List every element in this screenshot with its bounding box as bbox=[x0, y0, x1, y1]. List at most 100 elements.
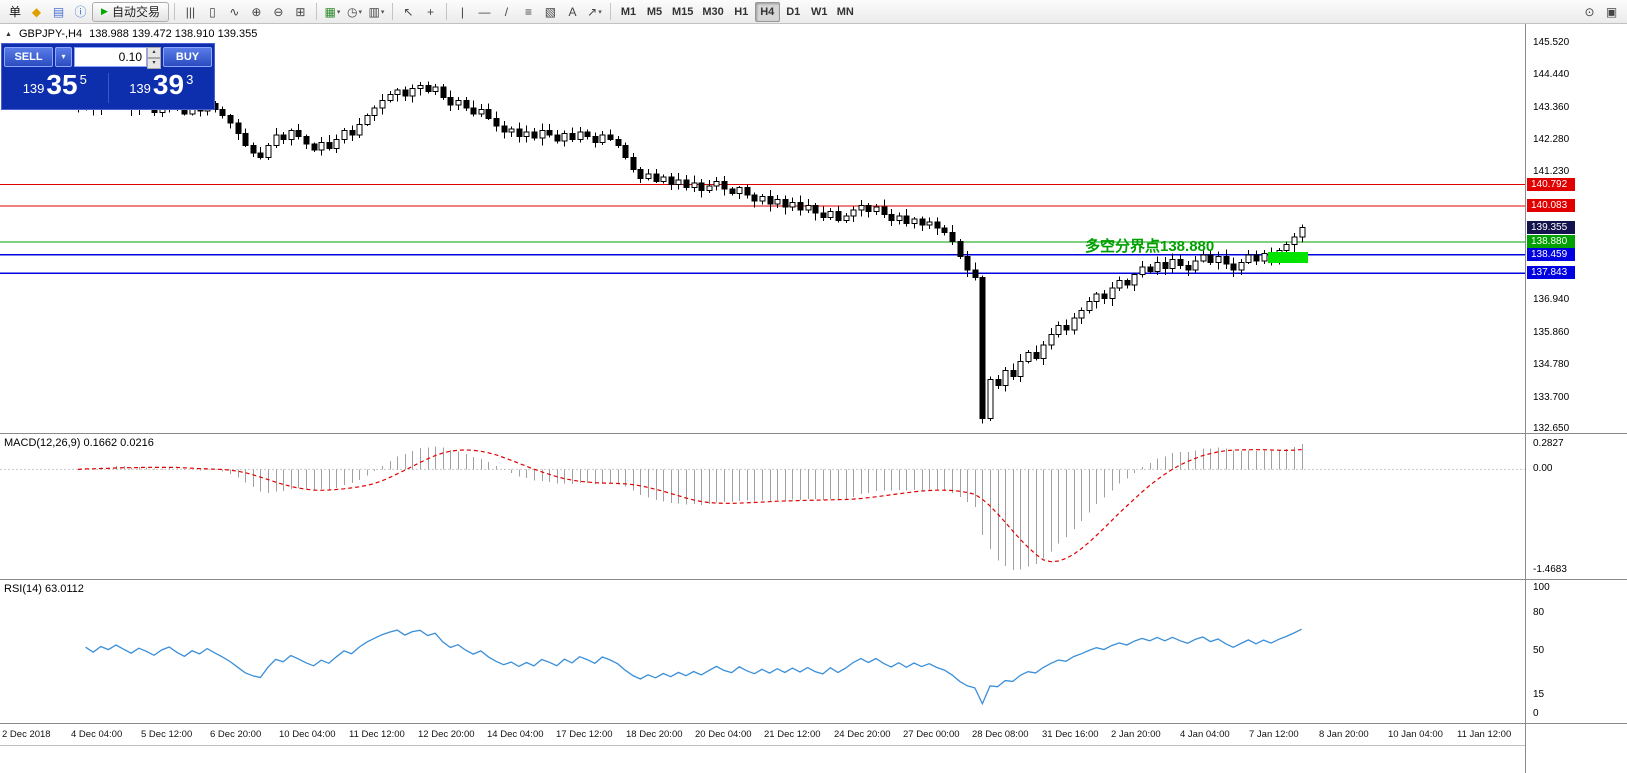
text-tool-icon[interactable]: A bbox=[568, 4, 577, 19]
sell-price[interactable]: 139 35 5 bbox=[2, 71, 108, 103]
sell-price-sup: 5 bbox=[79, 72, 87, 87]
new-chart-icon[interactable]: ▦ ▾ bbox=[324, 4, 341, 19]
time-axis-label: 12 Dec 20:00 bbox=[418, 729, 475, 740]
timeframe-h1[interactable]: H1 bbox=[734, 5, 749, 18]
candlestick-series bbox=[75, 81, 1306, 424]
main-price-axis[interactable]: 145.520 144.440 143.360 142.280 141.230 136.9… bbox=[1526, 24, 1627, 434]
vertical-line-icon[interactable]: | bbox=[460, 4, 465, 19]
period-icon[interactable]: ◷ ▾ bbox=[346, 4, 362, 19]
arrow-tool-icon[interactable]: ↗ ▾ bbox=[587, 4, 602, 19]
rsi-chart bbox=[85, 628, 1302, 706]
rsi-pane[interactable]: RSI(14) 63.0112 bbox=[0, 580, 1525, 724]
time-axis-label: 18 Dec 20:00 bbox=[626, 729, 683, 740]
macd-signal-line bbox=[77, 448, 1302, 563]
crosshair-icon[interactable]: + bbox=[426, 4, 434, 19]
main-chart-pane[interactable]: ▲ GBPJPY-,H4 138.988 139.472 138.910 139… bbox=[0, 24, 1525, 434]
timeframe-m30[interactable]: M30 bbox=[702, 5, 724, 18]
time-axis-label: 17 Dec 12:00 bbox=[556, 729, 613, 740]
price-badge: 138.459 bbox=[1527, 247, 1575, 261]
one-click-trading-panel: SELL ▾ ▴ ▾ BUY 139 bbox=[1, 43, 215, 110]
search-icon[interactable]: ⊙ bbox=[1584, 4, 1595, 19]
dropdown-caret-icon: ▾ bbox=[358, 8, 362, 16]
lot-increase-button[interactable]: ▴ bbox=[147, 47, 161, 58]
chevron-down-icon: ▾ bbox=[61, 52, 66, 61]
time-axis-label: 27 Dec 00:00 bbox=[903, 729, 960, 740]
dropdown-caret-icon: ▾ bbox=[598, 8, 602, 16]
chart-column: ▲ GBPJPY-,H4 138.988 139.472 138.910 139… bbox=[0, 24, 1525, 773]
template-icon[interactable]: ▥ ▾ bbox=[368, 4, 385, 19]
price-badge: 140.083 bbox=[1527, 199, 1575, 212]
autotrade-play-icon: ▶ bbox=[101, 6, 108, 16]
lot-spinner: ▴ ▾ bbox=[147, 47, 161, 69]
sell-button[interactable]: SELL bbox=[4, 47, 53, 67]
lot-size-input[interactable] bbox=[74, 47, 147, 67]
price-axis-column[interactable]: 145.520 144.440 143.360 142.280 141.230 136.9… bbox=[1525, 24, 1627, 773]
macd-pane[interactable]: MACD(12,26,9) 0.1662 0.0216 bbox=[0, 434, 1525, 580]
line-chart-type-icon[interactable]: ∿ bbox=[229, 4, 240, 19]
new-order-icon[interactable]: ◆ bbox=[31, 4, 42, 19]
fibonacci-icon[interactable]: ≡ bbox=[524, 4, 532, 19]
price-badge: 137.843 bbox=[1527, 266, 1575, 280]
toolbar-separator bbox=[445, 3, 447, 20]
axis-corner bbox=[1526, 724, 1627, 773]
buy-price[interactable]: 139 39 3 bbox=[109, 71, 215, 103]
time-axis-label: 2 Dec 2018 bbox=[2, 729, 51, 740]
order-menu-label[interactable]: 单 bbox=[9, 5, 22, 19]
chart-title-bar: ▲ GBPJPY-,H4 138.988 139.472 138.910 139… bbox=[5, 28, 257, 40]
green-marker bbox=[1268, 252, 1308, 263]
info-icon[interactable]: ⓘ bbox=[74, 4, 87, 19]
timeframe-w1[interactable]: W1 bbox=[811, 5, 828, 18]
timeframe-m5[interactable]: M5 bbox=[646, 5, 663, 18]
symbol-period-label: GBPJPY-,H4 bbox=[18, 28, 83, 40]
timeframe-m1[interactable]: M1 bbox=[620, 5, 637, 18]
candlestick-type-icon[interactable]: ▯ bbox=[209, 4, 216, 19]
trade-prices-row: 139 35 5 139 39 3 bbox=[2, 68, 214, 107]
time-axis-label: 11 Jan 12:00 bbox=[1457, 729, 1512, 740]
dropdown-caret-icon: ▾ bbox=[380, 8, 385, 16]
rsi-axis[interactable]: 100 80 50 15 0 bbox=[1526, 580, 1627, 724]
shapes-icon[interactable]: ▧ bbox=[544, 4, 557, 19]
macd-axis-label: -1.4683 bbox=[1533, 564, 1567, 575]
autotrade-button[interactable]: ▶ 自动交易 bbox=[92, 1, 169, 22]
time-axis-label: 20 Dec 04:00 bbox=[695, 729, 752, 740]
rsi-label: RSI(14) 63.0112 bbox=[4, 583, 84, 595]
lot-decrease-button[interactable]: ▾ bbox=[147, 58, 161, 69]
candlestick-chart bbox=[0, 81, 1525, 424]
bar-chart-type-icon[interactable]: ||| bbox=[185, 4, 196, 19]
time-axis-label: 31 Dec 16:00 bbox=[1042, 729, 1099, 740]
sell-price-prefix: 139 bbox=[22, 81, 45, 96]
rsi-line bbox=[85, 628, 1302, 706]
time-axis-label: 4 Jan 04:00 bbox=[1180, 729, 1230, 740]
time-axis-label: 11 Dec 12:00 bbox=[349, 729, 405, 740]
timeframe-d1[interactable]: D1 bbox=[786, 5, 801, 18]
new-window-icon[interactable]: ▣ bbox=[1605, 4, 1618, 19]
macd-histogram bbox=[86, 444, 1303, 570]
horizontal-line-icon[interactable]: — bbox=[478, 4, 491, 19]
macd-axis-label: 0.2827 bbox=[1533, 438, 1564, 449]
toolbar: 单 ◆ ▤ ⓘ ▶ 自动交易 ||| ▯ ∿ ⊕ ⊖ ⊞ ▦ ▾ ◷ ▾ ▥ ▾ ↖ + | — / ≡ ▧ A ↗ ▾ M1 M5 M15… bbox=[0, 0, 1627, 24]
buy-button[interactable]: BUY bbox=[163, 47, 212, 67]
zoom-in-icon[interactable]: ⊕ bbox=[251, 4, 262, 19]
order-mode-dropdown[interactable]: ▾ bbox=[55, 47, 72, 67]
price-label: 133.700 bbox=[1533, 391, 1570, 403]
collapse-arrow-icon[interactable]: ▲ bbox=[5, 30, 12, 38]
tile-windows-icon[interactable]: ⊞ bbox=[295, 4, 306, 19]
trendline-icon[interactable]: / bbox=[504, 4, 509, 19]
rsi-axis-label: 50 bbox=[1533, 645, 1545, 656]
timeframe-mn[interactable]: MN bbox=[836, 5, 854, 18]
time-axis-label: 7 Jan 12:00 bbox=[1249, 729, 1299, 740]
price-badge: 140.792 bbox=[1527, 177, 1575, 191]
ohlc-values: 138.988 139.472 138.910 139.355 bbox=[89, 28, 258, 40]
timeframe-h4[interactable]: H4 bbox=[754, 1, 780, 22]
price-label: 132.650 bbox=[1533, 423, 1570, 434]
timeframe-m15[interactable]: M15 bbox=[671, 5, 694, 18]
profiles-icon[interactable]: ▤ bbox=[52, 4, 65, 19]
cursor-icon[interactable]: ↖ bbox=[403, 4, 414, 19]
time-axis[interactable]: 2 Dec 2018 4 Dec 04:00 5 Dec 12:00 6 Dec 20… bbox=[0, 724, 1525, 746]
zoom-out-icon[interactable]: ⊖ bbox=[273, 4, 284, 19]
macd-axis[interactable]: 0.2827 0.00 -1.4683 bbox=[1526, 434, 1627, 580]
time-axis-label: 5 Dec 12:00 bbox=[141, 729, 193, 740]
time-axis-label: 28 Dec 08:00 bbox=[972, 729, 1029, 740]
time-axis-label: 10 Dec 04:00 bbox=[279, 729, 336, 740]
